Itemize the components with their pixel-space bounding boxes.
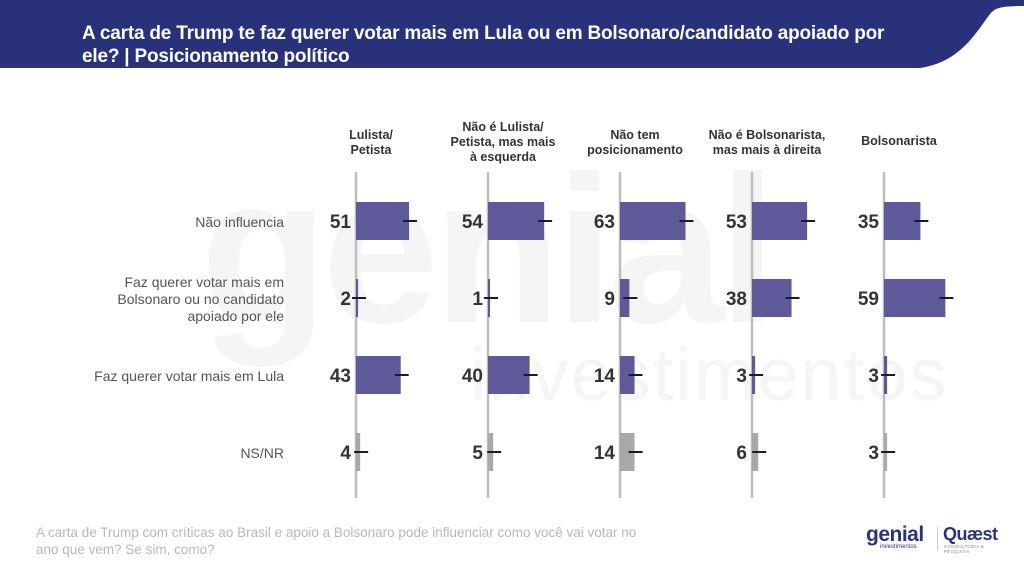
bar	[884, 279, 946, 317]
bar	[488, 356, 530, 394]
bar	[752, 202, 808, 240]
data-label: 53	[726, 212, 747, 233]
quaest-logo: Quæst	[943, 524, 998, 544]
data-label: 63	[594, 212, 615, 233]
data-label: 6	[736, 443, 747, 464]
data-label: 2	[340, 289, 351, 310]
bar	[620, 356, 635, 394]
panel-header: Não é Bolsonarista, mas mais à direita	[708, 128, 826, 157]
data-label: 9	[604, 289, 615, 310]
data-label: 38	[726, 289, 747, 310]
data-label: 35	[858, 212, 880, 233]
data-label: 40	[462, 366, 483, 387]
bar	[356, 202, 410, 240]
data-label: 14	[594, 366, 616, 387]
data-label: 3	[736, 366, 747, 387]
data-label: 51	[330, 212, 352, 233]
category-label: Faz querer votar mais em Bolsonaro ou no…	[117, 273, 284, 324]
panel-header: Bolsonarista	[861, 134, 937, 148]
data-label: 4	[340, 443, 351, 464]
logos: genial investimentos Quæst CONSULTORIA &…	[866, 523, 1008, 554]
logo-divider	[937, 527, 938, 551]
header-banner	[0, 0, 1024, 68]
page-title: A carta de Trump te faz querer votar mai…	[82, 23, 885, 67]
genial-logo-sub: investimentos	[880, 544, 917, 550]
bar	[884, 202, 921, 240]
genial-logo: genial	[866, 523, 924, 546]
category-label: Faz querer votar mais em Lula	[94, 367, 284, 384]
data-label: 3	[868, 366, 879, 387]
data-label: 59	[858, 289, 879, 310]
data-label: 1	[472, 289, 483, 310]
data-label: 3	[868, 443, 879, 464]
data-label: 5	[472, 443, 483, 464]
panel-header: Não tem posicionamento	[587, 128, 683, 157]
category-label: Não influencia	[195, 213, 284, 230]
bar	[488, 202, 545, 240]
quaest-logo-sub: CONSULTORIA & PESQUISA	[944, 544, 984, 554]
survey-question: A carta de Trump com críticas ao Brasil …	[36, 525, 637, 557]
bar	[620, 433, 635, 471]
data-label: 14	[594, 443, 616, 464]
data-label: 54	[462, 212, 484, 233]
bar	[356, 356, 401, 394]
panel-header: Não é Lulista/ Petista, mas mais à esque…	[450, 120, 556, 164]
bar	[752, 279, 792, 317]
panel-header: Lulista/ Petista	[349, 128, 393, 157]
category-label: NS/NR	[240, 444, 284, 461]
data-label: 43	[330, 366, 351, 387]
bar	[620, 202, 686, 240]
